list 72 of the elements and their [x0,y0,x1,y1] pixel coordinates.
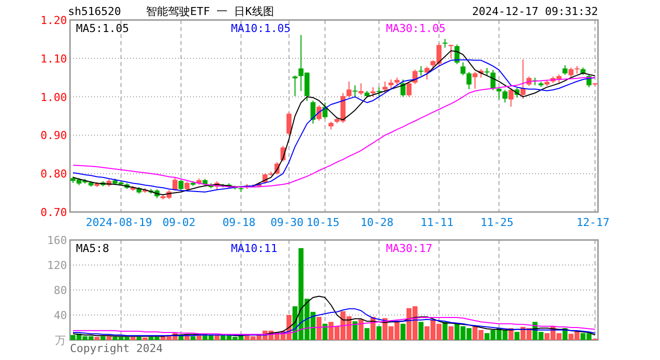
bar [376,326,382,340]
candlestick [346,80,352,98]
candlestick [292,75,298,97]
x-tick-label: 2024-08-19 [86,216,152,229]
x-tick-label: 09-30 [270,216,304,229]
y-tick-label: 1.20 [40,14,67,27]
chart-title: 智能驾驶ETF 一 日K线图 [146,5,274,18]
y-tick-label: 1.00 [40,90,67,104]
text: MA30:1.05 [386,22,446,35]
candlestick [496,86,502,100]
candlestick [352,84,358,98]
y-tick-label: 40 [54,309,67,322]
bar [190,336,196,340]
bar [94,336,100,340]
bar [316,316,322,340]
y-tick-label: 120 [47,259,67,272]
x-tick-label: 10-28 [360,216,394,229]
candlestick [388,79,394,90]
text: MA10:1.05 [231,22,291,35]
text: MA10:11 [231,242,278,255]
candlestick [286,112,292,136]
x-tick-label: 09-18 [222,216,256,229]
x-tick-label: 12-17 [576,216,610,229]
bar [322,324,328,340]
bar [358,319,364,340]
candlestick [424,66,430,80]
x-tick-label: 10-15 [306,216,340,229]
bar [514,332,520,340]
bar [136,336,142,340]
candlestick [502,89,508,104]
bar [214,335,220,340]
y-tick-label: 0.90 [40,129,67,142]
candlestick [418,66,424,76]
bar [364,328,370,340]
bar [100,336,106,340]
candlestick [508,88,514,108]
bar [448,326,454,340]
text: sh516520 [68,5,121,18]
y-tick-label: 0.70 [40,206,67,219]
candlestick [562,64,568,76]
bar [130,336,136,340]
x-tick-label: 11-11 [420,216,454,229]
candlestick [370,86,376,98]
candlestick [400,79,406,98]
candlestick [376,86,382,98]
bar [196,335,202,340]
candlestick [172,176,178,191]
candlestick [382,80,388,94]
candlestick [472,71,478,90]
candlestick [358,82,364,96]
y-tick-label: 1.10 [40,52,67,66]
bar [352,321,358,340]
text: MA30:17 [386,242,432,255]
text: Copyright 2024 [70,342,164,355]
y-axis-title: 万 [55,334,66,347]
line-series [72,308,596,336]
bar [400,324,406,340]
y-tick-label: 80 [54,284,67,297]
candlestick [178,179,184,191]
bar [442,322,448,340]
x-tick-label: 09-02 [162,216,196,229]
x-tick-label: 11-25 [480,216,514,229]
bar [418,322,424,340]
y-tick-label: 160 [47,234,67,247]
text: 2024-12-17 09:31:32 [472,5,598,18]
text: MA5:1.05 [76,22,129,35]
y-tick-label: 0.80 [40,168,67,181]
candlestick [406,81,412,98]
text: MA5:8 [76,242,110,255]
bar [106,336,112,340]
candlestick [310,100,316,124]
line-series [72,317,596,335]
